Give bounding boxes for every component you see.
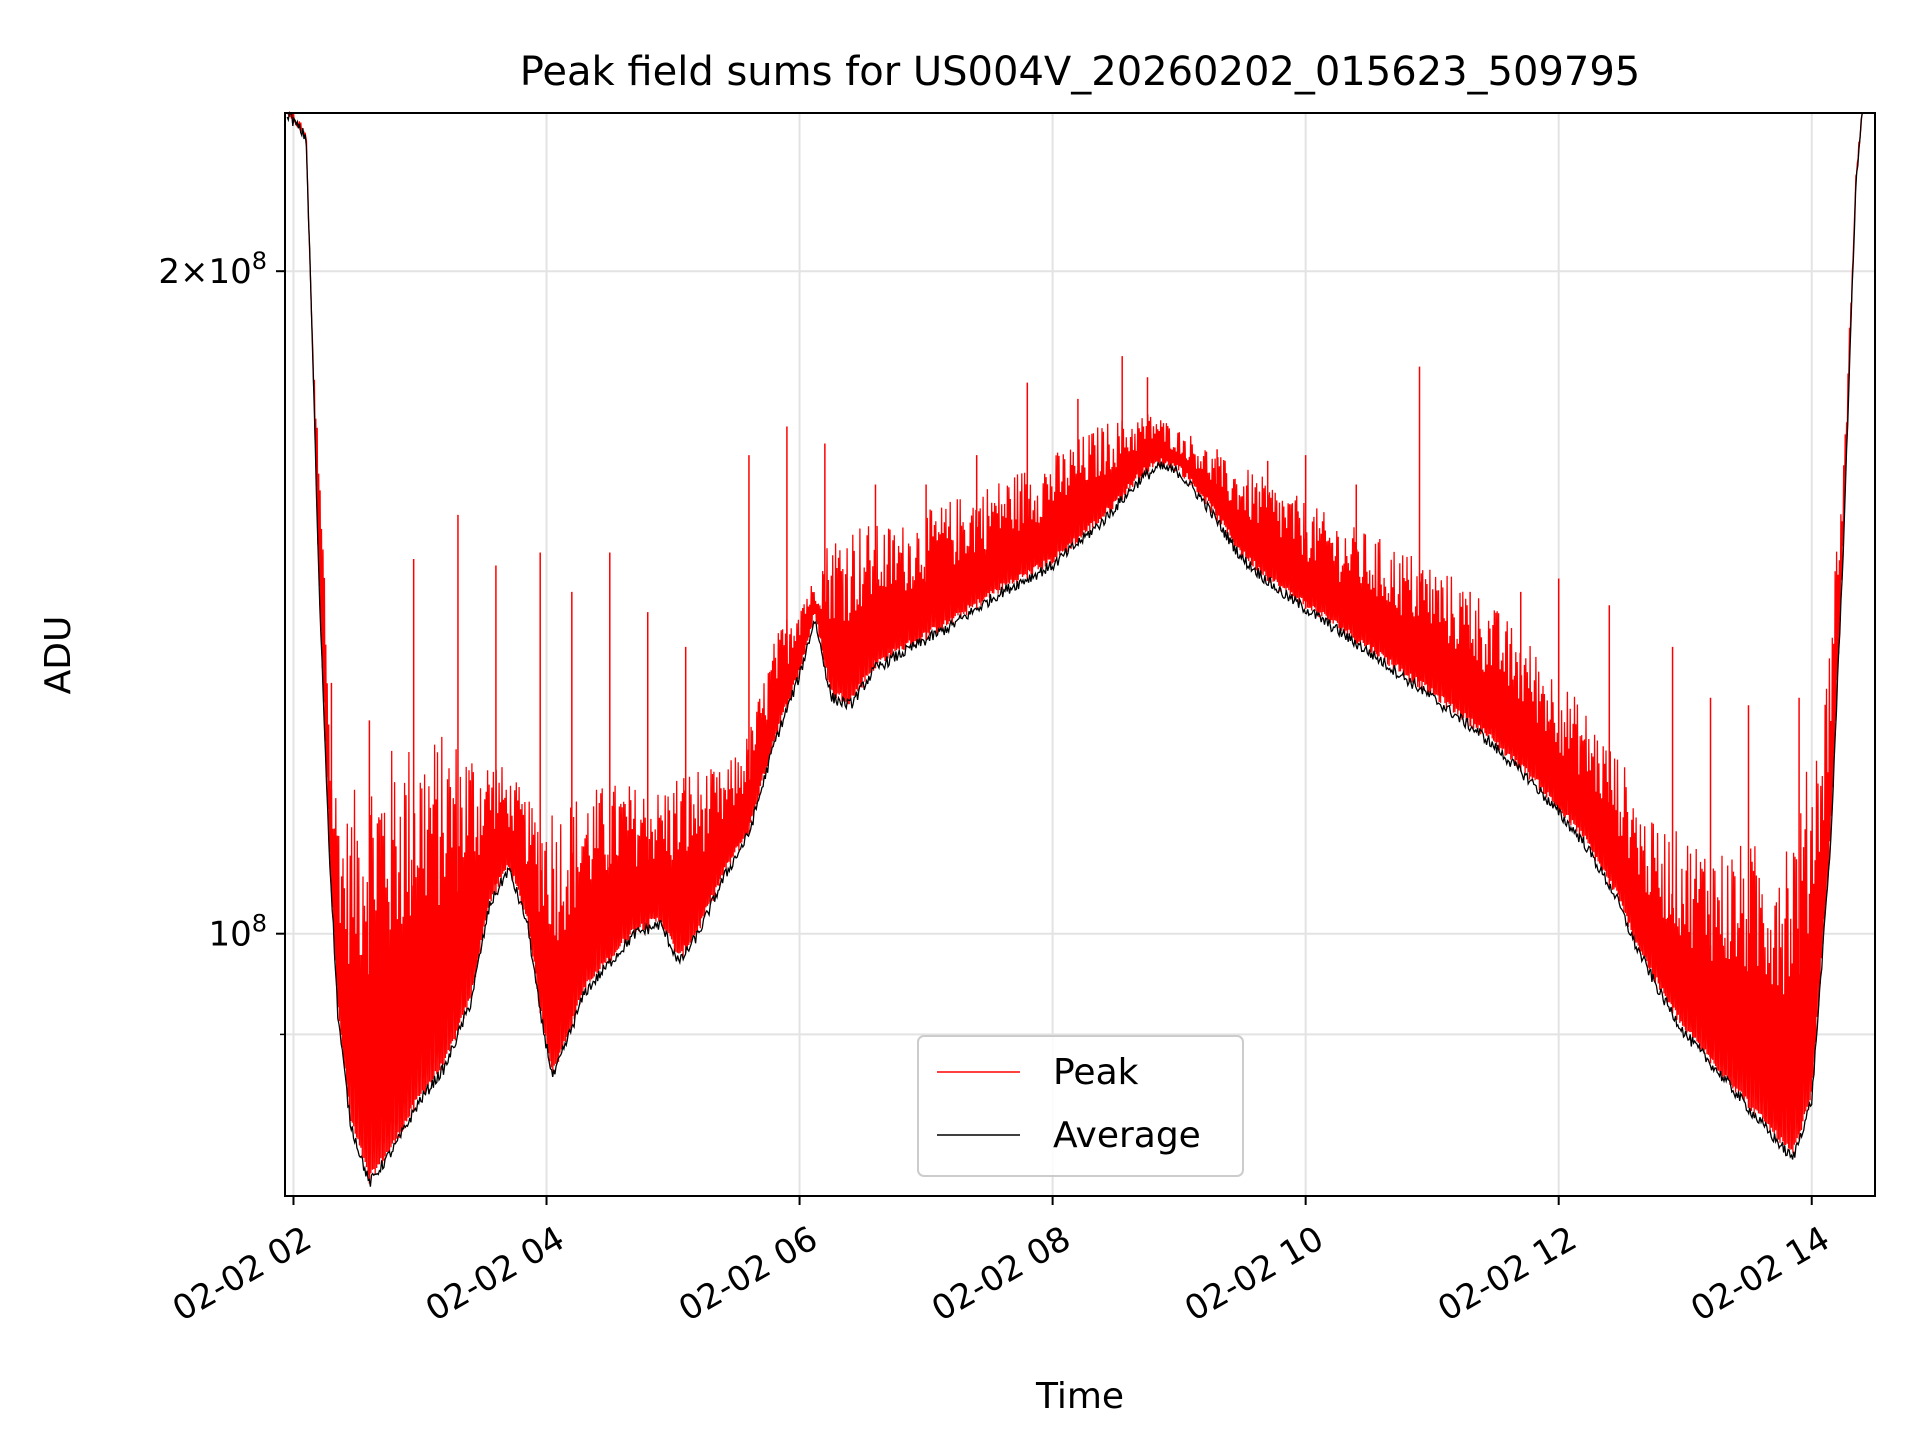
legend-label-peak: Peak <box>1053 1052 1139 1093</box>
peak-series-line <box>287 110 1863 1181</box>
y-tick-label: 108 <box>208 910 267 955</box>
legend-label-average: Average <box>1053 1115 1201 1156</box>
plot-frame <box>284 112 1876 1197</box>
chart-title: Peak field sums for US004V_20260202_0156… <box>520 49 1641 95</box>
legend-box <box>917 1035 1244 1177</box>
average-series-line <box>286 112 1863 1187</box>
legend: Peak Average <box>917 1035 1244 1177</box>
x-axis-label: Time <box>1035 1376 1124 1417</box>
series-layer <box>286 110 1863 1187</box>
y-axis-label: ADU <box>38 616 79 695</box>
y-tick-label: 2×108 <box>158 247 267 292</box>
